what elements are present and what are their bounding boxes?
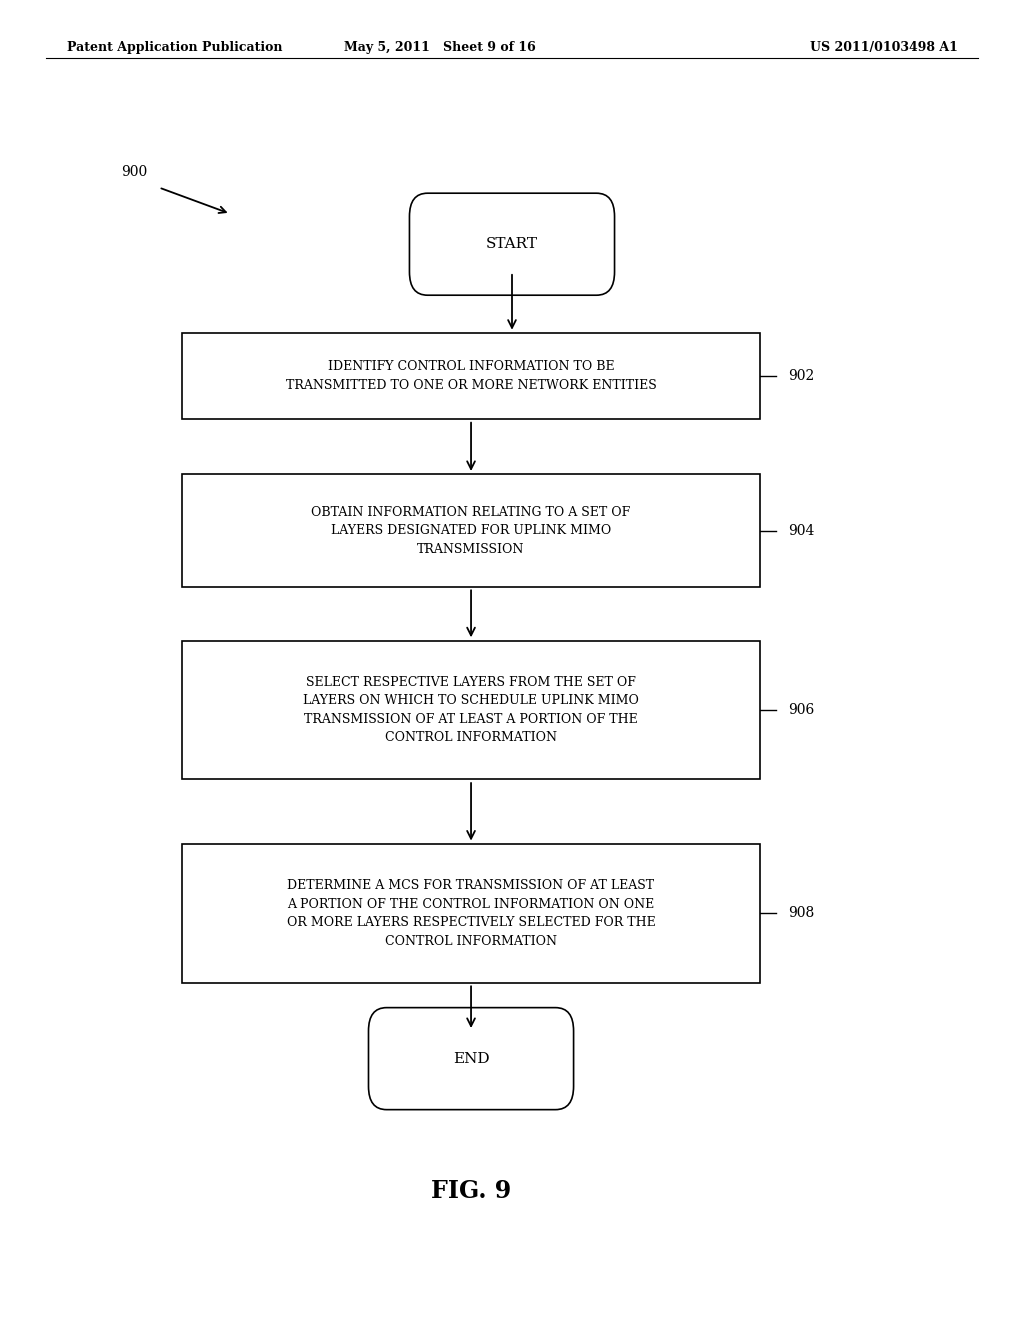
Text: US 2011/0103498 A1: US 2011/0103498 A1 xyxy=(810,41,957,54)
Text: May 5, 2011   Sheet 9 of 16: May 5, 2011 Sheet 9 of 16 xyxy=(344,41,537,54)
Text: 900: 900 xyxy=(121,165,147,178)
Text: 908: 908 xyxy=(788,907,814,920)
Text: IDENTIFY CONTROL INFORMATION TO BE
TRANSMITTED TO ONE OR MORE NETWORK ENTITIES: IDENTIFY CONTROL INFORMATION TO BE TRANS… xyxy=(286,360,656,392)
Text: SELECT RESPECTIVE LAYERS FROM THE SET OF
LAYERS ON WHICH TO SCHEDULE UPLINK MIMO: SELECT RESPECTIVE LAYERS FROM THE SET OF… xyxy=(303,676,639,744)
Text: 904: 904 xyxy=(788,524,814,537)
Text: DETERMINE A MCS FOR TRANSMISSION OF AT LEAST
A PORTION OF THE CONTROL INFORMATIO: DETERMINE A MCS FOR TRANSMISSION OF AT L… xyxy=(287,879,655,948)
Text: FIG. 9: FIG. 9 xyxy=(431,1179,511,1203)
FancyBboxPatch shape xyxy=(410,193,614,296)
FancyBboxPatch shape xyxy=(182,333,760,420)
FancyBboxPatch shape xyxy=(369,1007,573,1110)
Text: 906: 906 xyxy=(788,704,814,717)
Text: END: END xyxy=(453,1052,489,1065)
Text: 902: 902 xyxy=(788,370,814,383)
Text: OBTAIN INFORMATION RELATING TO A SET OF
LAYERS DESIGNATED FOR UPLINK MIMO
TRANSM: OBTAIN INFORMATION RELATING TO A SET OF … xyxy=(311,506,631,556)
Text: START: START xyxy=(486,238,538,251)
FancyBboxPatch shape xyxy=(182,474,760,587)
FancyBboxPatch shape xyxy=(182,845,760,982)
Text: Patent Application Publication: Patent Application Publication xyxy=(67,41,282,54)
FancyBboxPatch shape xyxy=(182,640,760,779)
